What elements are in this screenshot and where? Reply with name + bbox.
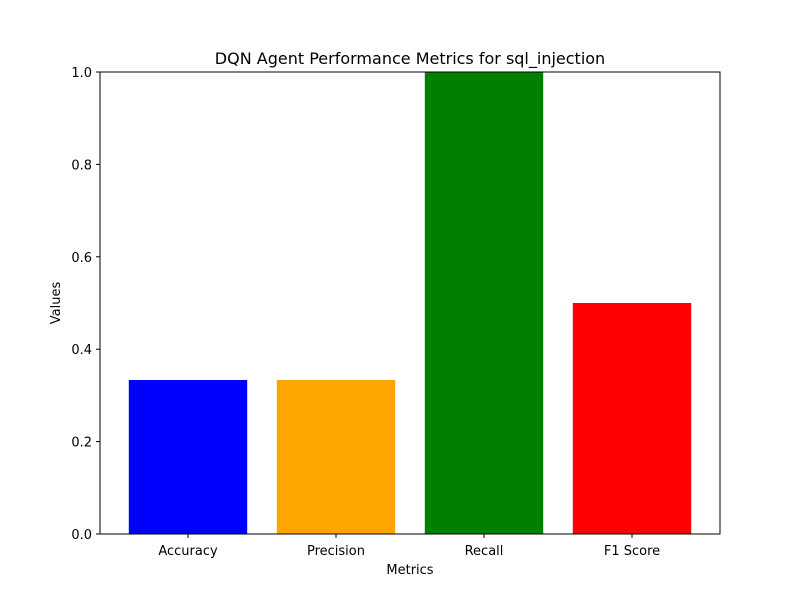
bar-f1-score [572, 303, 692, 534]
x-axis-label: Metrics [386, 563, 433, 578]
y-tick-label: 0.6 [71, 251, 92, 266]
x-tick-label: F1 Score [604, 544, 660, 559]
x-tick-label: Precision [307, 544, 365, 559]
x-tick-label: Recall [465, 544, 504, 559]
y-tick-label: 0.0 [71, 528, 92, 543]
y-axis-label: Values [49, 282, 64, 325]
x-tick-label: Accuracy [158, 544, 218, 559]
bar-recall [424, 72, 544, 534]
y-tick-label: 0.2 [71, 436, 92, 451]
y-tick-label: 0.4 [71, 343, 92, 358]
x-axis: Accuracy Precision Recall F1 Score [158, 534, 660, 559]
y-tick-label: 1.0 [71, 66, 92, 81]
bar-precision [276, 380, 396, 534]
y-tick-label: 0.8 [71, 158, 92, 173]
plot-area-frame [99, 71, 721, 535]
bar-accuracy [128, 380, 248, 534]
y-axis: 0.0 0.2 0.4 0.6 0.8 1.0 [71, 66, 100, 543]
bars-layer [128, 72, 692, 534]
chart-title: DQN Agent Performance Metrics for sql_in… [215, 49, 605, 69]
